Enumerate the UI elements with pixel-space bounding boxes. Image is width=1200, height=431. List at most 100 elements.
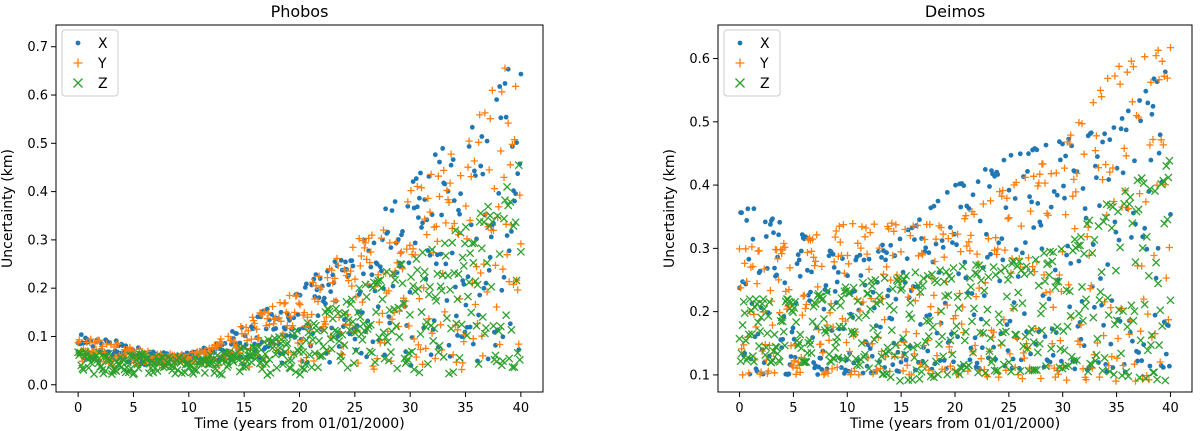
data-point: [469, 258, 478, 267]
data-point: [884, 250, 889, 256]
data-point: [312, 282, 320, 290]
data-point: [822, 287, 832, 296]
data-point: [459, 261, 468, 270]
data-point: [1036, 309, 1045, 318]
data-point: [1040, 293, 1046, 298]
data-point: [944, 291, 953, 300]
x-tick-label: 35: [1108, 401, 1125, 416]
data-point: [292, 292, 300, 300]
chart-panel-phobos: 0 5 10 15 20 25 30 35 40 0.0 0.1 0.2 0.3 0.4 0.5 0.6 0.7…: [0, 2, 544, 431]
data-point: [509, 221, 518, 231]
data-point: [1154, 79, 1160, 85]
data-point: [753, 280, 761, 288]
data-point: [858, 223, 866, 231]
data-point: [1162, 69, 1168, 75]
data-point: [770, 369, 779, 377]
x-tick-label: 20: [291, 401, 308, 416]
legend-marker-x: [737, 40, 743, 46]
data-point: [1126, 193, 1135, 202]
data-point: [1136, 190, 1144, 198]
data-point: [745, 206, 751, 212]
data-point: [379, 328, 388, 337]
data-point: [388, 315, 396, 323]
data-point: [362, 292, 371, 301]
data-point: [1061, 362, 1070, 371]
data-point: [762, 219, 768, 225]
data-point: [765, 341, 773, 349]
data-point: [299, 347, 308, 357]
data-point: [390, 305, 399, 314]
data-point: [1060, 141, 1065, 147]
data-point: [995, 318, 1004, 327]
data-point: [932, 278, 942, 287]
data-point: [512, 82, 520, 90]
data-point: [904, 293, 912, 301]
series-z: [74, 161, 525, 379]
data-point: [479, 352, 487, 360]
data-point: [841, 317, 850, 325]
data-point: [954, 230, 962, 238]
data-point: [1095, 154, 1100, 160]
data-point: [1149, 111, 1155, 117]
data-point: [944, 190, 950, 195]
y-tick-label: 0.7: [27, 40, 48, 55]
data-point: [1135, 358, 1140, 364]
data-point: [89, 370, 99, 379]
data-point: [842, 338, 851, 347]
data-point: [857, 339, 866, 348]
data-point: [79, 365, 88, 374]
data-point: [420, 284, 428, 292]
data-point: [253, 325, 261, 333]
data-point: [433, 237, 441, 245]
data-point: [938, 332, 947, 341]
data-point: [323, 301, 328, 306]
data-point: [359, 319, 368, 328]
data-point: [1158, 321, 1167, 331]
data-point: [784, 297, 793, 306]
data-point: [347, 267, 355, 275]
data-point: [272, 363, 281, 372]
data-point: [1082, 295, 1091, 304]
data-point: [971, 269, 980, 278]
data-point: [287, 317, 292, 323]
data-point: [785, 286, 793, 294]
data-point: [998, 192, 1006, 200]
data-point: [461, 222, 470, 232]
data-point: [1092, 132, 1100, 140]
y-tick-label: 0.2: [689, 305, 710, 320]
data-point: [271, 315, 279, 323]
data-point: [866, 256, 872, 262]
data-point: [1089, 99, 1097, 107]
data-point: [1154, 279, 1163, 288]
data-point: [437, 159, 442, 165]
data-point: [283, 339, 292, 348]
data-point: [392, 322, 401, 331]
legend-label-z: Z: [760, 76, 770, 92]
data-point: [932, 235, 940, 243]
data-point: [931, 203, 937, 209]
data-point: [745, 369, 753, 377]
data-point: [462, 331, 472, 340]
data-point: [948, 225, 953, 230]
data-point: [1046, 296, 1052, 302]
data-point: [950, 240, 955, 246]
data-point: [737, 284, 745, 292]
data-point: [1124, 205, 1132, 213]
data-point: [969, 304, 979, 313]
data-point: [370, 365, 378, 373]
data-point: [322, 346, 331, 355]
data-point: [425, 315, 433, 323]
data-point: [888, 284, 897, 294]
data-point: [499, 265, 507, 273]
data-point: [1057, 287, 1065, 296]
data-point: [836, 238, 844, 246]
data-point: [497, 84, 503, 89]
data-point: [423, 231, 431, 239]
data-point: [910, 350, 918, 358]
data-point: [1015, 274, 1021, 279]
data-point: [977, 355, 985, 363]
data-point: [887, 326, 896, 335]
data-point: [870, 289, 876, 295]
data-point: [972, 335, 978, 341]
data-point: [1147, 363, 1153, 369]
